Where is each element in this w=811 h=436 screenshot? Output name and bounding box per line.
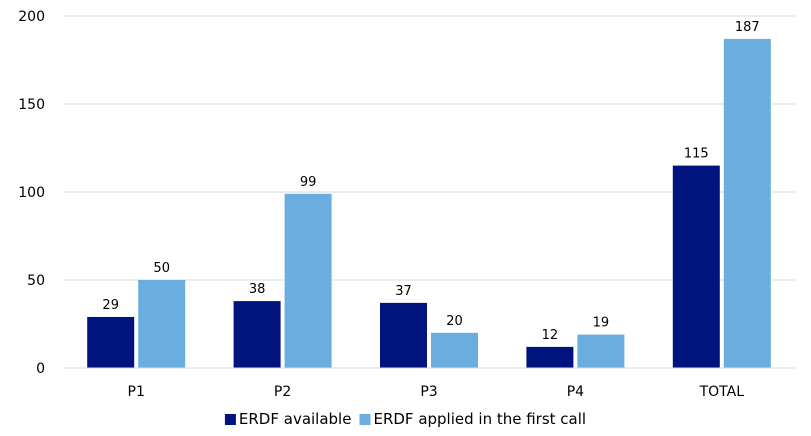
data-label: 20: [446, 314, 463, 329]
bar-erdf-applied-total: [723, 38, 771, 368]
y-tick-label: 150: [18, 97, 45, 113]
y-tick-label: 0: [36, 361, 45, 377]
legend-item: ERDF available: [224, 410, 352, 428]
x-tick-label: P2: [274, 384, 291, 400]
x-tick-label: P3: [420, 384, 437, 400]
data-label: 19: [593, 316, 610, 331]
x-tick-label: TOTAL: [699, 384, 745, 400]
bar-erdf-applied-p2: [284, 193, 332, 368]
x-tick-label: P4: [567, 384, 584, 400]
bars: [87, 38, 771, 368]
data-label: 187: [735, 20, 760, 35]
bar-erdf-applied-p4: [577, 334, 625, 368]
bar-erdf-available-p2: [233, 301, 281, 368]
y-tick-label: 50: [27, 273, 45, 289]
data-label: 115: [684, 147, 709, 162]
data-labels: 29 50 38 99 37 20 12 19 115 187: [102, 20, 759, 343]
bar-erdf-available-p3: [380, 302, 427, 368]
legend-swatch: [224, 414, 236, 425]
bar-erdf-applied-p1: [138, 280, 186, 368]
x-axis-tick-labels: P1 P2 P3 P4 TOTAL: [128, 384, 745, 400]
data-label: 29: [102, 298, 119, 313]
legend-swatch: [359, 414, 371, 425]
y-axis-tick-labels: 0 50 100 150 200: [18, 9, 45, 377]
data-label: 37: [395, 284, 412, 299]
y-tick-label: 100: [18, 185, 45, 201]
legend-label: ERDF applied in the first call: [373, 410, 586, 428]
legend-label: ERDF available: [239, 410, 352, 428]
y-tick-label: 200: [18, 9, 45, 25]
legend-item: ERDF applied in the first call: [359, 410, 586, 428]
data-label: 99: [300, 175, 317, 190]
data-label: 12: [542, 328, 559, 343]
bar-erdf-available-p1: [87, 316, 135, 368]
bar-erdf-available-p4: [526, 346, 574, 368]
bar-erdf-applied-p3: [431, 332, 478, 368]
data-label: 50: [153, 261, 170, 276]
bar-erdf-available-total: [672, 165, 720, 368]
x-tick-label: P1: [128, 384, 145, 400]
legend: ERDF available ERDF applied in the first …: [224, 410, 586, 428]
data-label: 38: [249, 282, 266, 297]
